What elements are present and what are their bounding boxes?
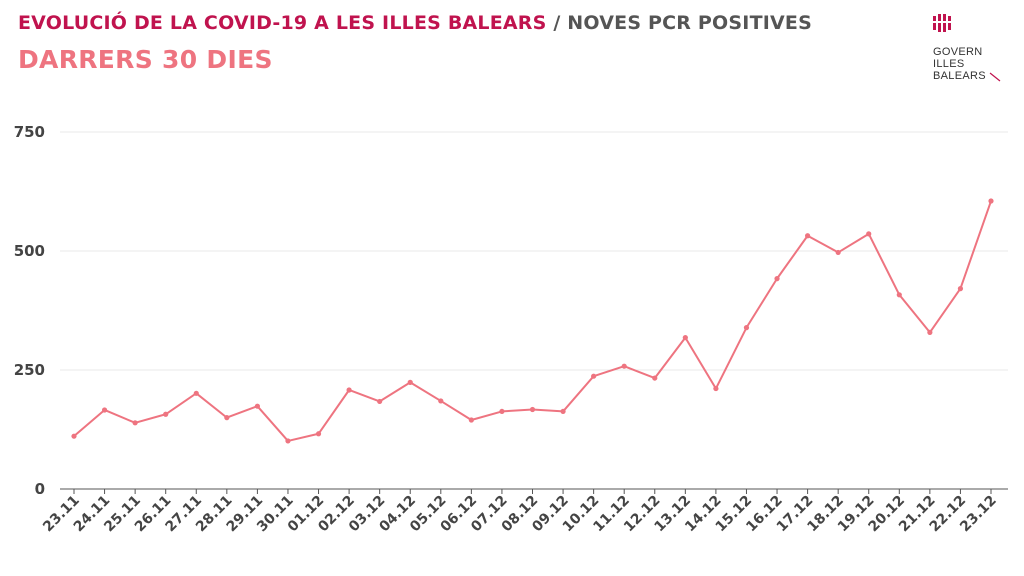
data-point: [224, 415, 230, 421]
chart-subtitle: DARRERS 30 DIES: [18, 45, 273, 74]
data-point: [438, 398, 444, 404]
govern-logo: GOVERN ILLES BALEARS: [933, 14, 1013, 86]
data-point: [132, 420, 138, 426]
data-point: [529, 406, 536, 413]
data-point: [805, 233, 811, 239]
data-point: [957, 286, 964, 292]
data-point: [346, 387, 352, 393]
data-point: [468, 417, 474, 423]
y-tick-label: 250: [14, 361, 45, 379]
logo-line-illes: ILLES: [933, 58, 965, 70]
data-point: [774, 276, 780, 282]
data-point: [71, 433, 77, 439]
data-point: [896, 292, 902, 298]
data-point: [743, 325, 750, 331]
title-main: EVOLUCIÓ DE LA COVID-19 A LES ILLES BALE…: [18, 12, 547, 34]
data-point: [988, 198, 994, 204]
x-axis-ticks: 23.1124.1125.1126.1127.1128.1129.1130.11…: [40, 489, 1000, 535]
data-point: [591, 373, 597, 379]
data-point: [407, 379, 413, 385]
data-point: [163, 411, 169, 417]
data-point: [835, 249, 841, 256]
y-axis-ticks: 0 250 500 750: [14, 123, 45, 498]
data-point: [377, 398, 383, 405]
data-point: [101, 407, 108, 413]
series-line: [73, 200, 992, 442]
data-point: [285, 438, 291, 444]
data-point: [682, 335, 688, 341]
data-point: [193, 390, 199, 396]
series-pcr: [71, 198, 994, 444]
govern-emblem-icon: [933, 14, 951, 32]
logo-line-govern: GOVERN: [933, 46, 983, 58]
data-point: [621, 363, 627, 369]
data-point: [652, 375, 658, 381]
grid-lines: [60, 131, 1008, 490]
data-point: [560, 408, 566, 415]
data-point: [713, 385, 719, 392]
data-point: [927, 329, 933, 335]
y-tick-label: 0: [35, 480, 45, 498]
y-tick-label: 500: [14, 242, 45, 260]
logo-slash-icon: [989, 72, 1001, 82]
data-point: [315, 431, 322, 437]
title-separator: /: [546, 12, 568, 34]
data-point: [866, 231, 872, 237]
y-tick-label: 750: [14, 123, 45, 141]
chart-title: EVOLUCIÓ DE LA COVID-19 A LES ILLES BALE…: [18, 12, 812, 34]
title-sub: NOVES PCR POSITIVES: [567, 12, 812, 34]
logo-line-balears: BALEARS: [933, 70, 986, 82]
data-point: [254, 403, 260, 409]
data-point: [499, 408, 505, 415]
